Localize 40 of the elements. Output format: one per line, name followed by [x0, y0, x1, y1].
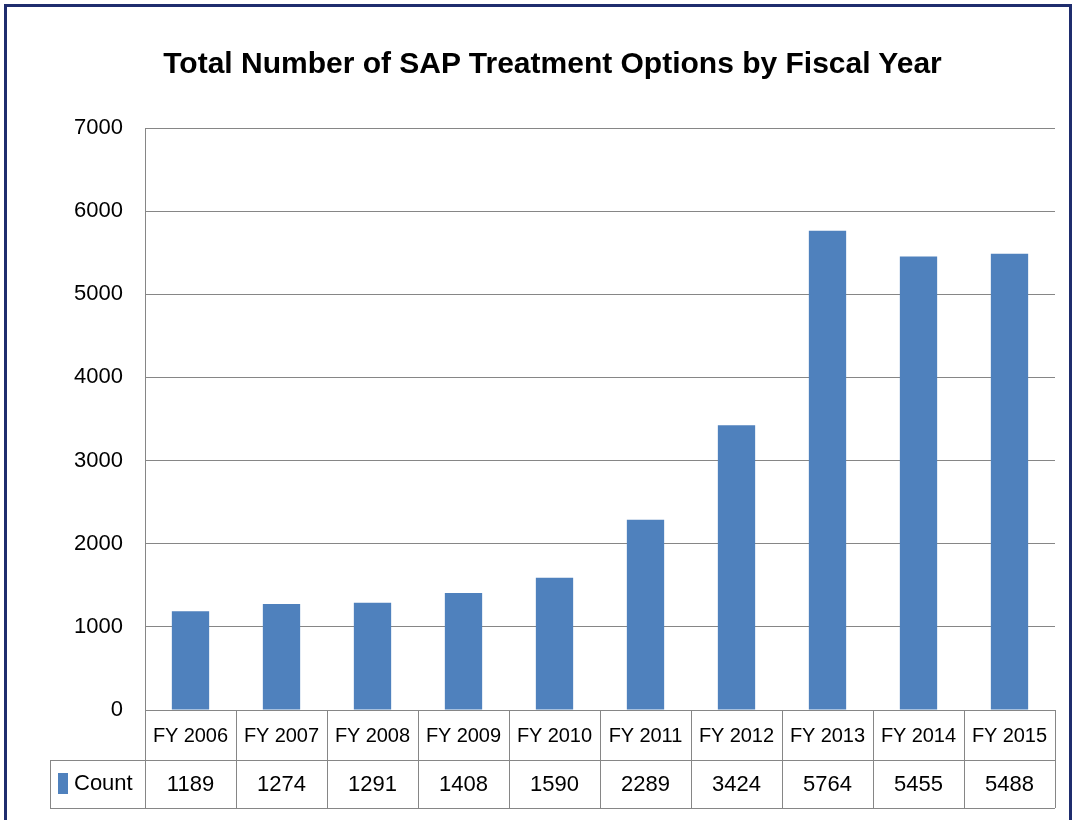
x-tick-label: FY 2010	[516, 723, 593, 746]
data-label: 1291	[348, 771, 397, 797]
data-label: 1590	[530, 771, 579, 797]
y-tick-label: 1000	[74, 612, 123, 638]
y-tick-label: 5000	[74, 280, 123, 306]
data-label: 5455	[894, 771, 943, 797]
data-label: 2289	[621, 771, 670, 797]
data-label: 1189	[166, 771, 215, 797]
x-tick-label: FY 2015	[971, 723, 1048, 746]
data-label: 5488	[985, 771, 1034, 797]
data-label: 5764	[803, 771, 852, 797]
data-label: 1274	[257, 771, 306, 797]
chart-title: Total Number of SAP Treatment Options by Fiscal Year	[163, 46, 943, 80]
x-tick-label: FY 2009	[425, 723, 502, 746]
x-tick-label: FY 2012	[698, 723, 775, 746]
y-tick-label: 4000	[74, 363, 123, 389]
y-tick-label: 3000	[74, 446, 123, 472]
data-label: 1408	[439, 771, 488, 797]
bar	[717, 425, 756, 710]
bar	[626, 519, 665, 710]
bar	[899, 256, 938, 710]
x-tick-label: FY 2008	[334, 723, 411, 746]
bar	[990, 253, 1029, 710]
x-tick-label: FY 2006	[152, 723, 229, 746]
bar	[353, 602, 392, 710]
y-tick-label: 0	[110, 696, 123, 722]
bar	[808, 230, 847, 710]
bar	[444, 592, 483, 710]
x-tick-label: FY 2007	[243, 723, 320, 746]
y-tick-label: 2000	[74, 529, 123, 555]
bar	[171, 611, 210, 710]
x-tick-label: FY 2014	[880, 723, 957, 746]
y-tick-label: 6000	[74, 197, 123, 223]
x-tick-label: FY 2011	[608, 723, 683, 746]
bar	[262, 604, 301, 710]
legend-label: Count	[74, 770, 133, 796]
x-tick-label: FY 2013	[789, 723, 866, 746]
data-label: 3424	[712, 771, 761, 797]
bar	[535, 577, 574, 710]
y-tick-label: 7000	[74, 114, 123, 140]
